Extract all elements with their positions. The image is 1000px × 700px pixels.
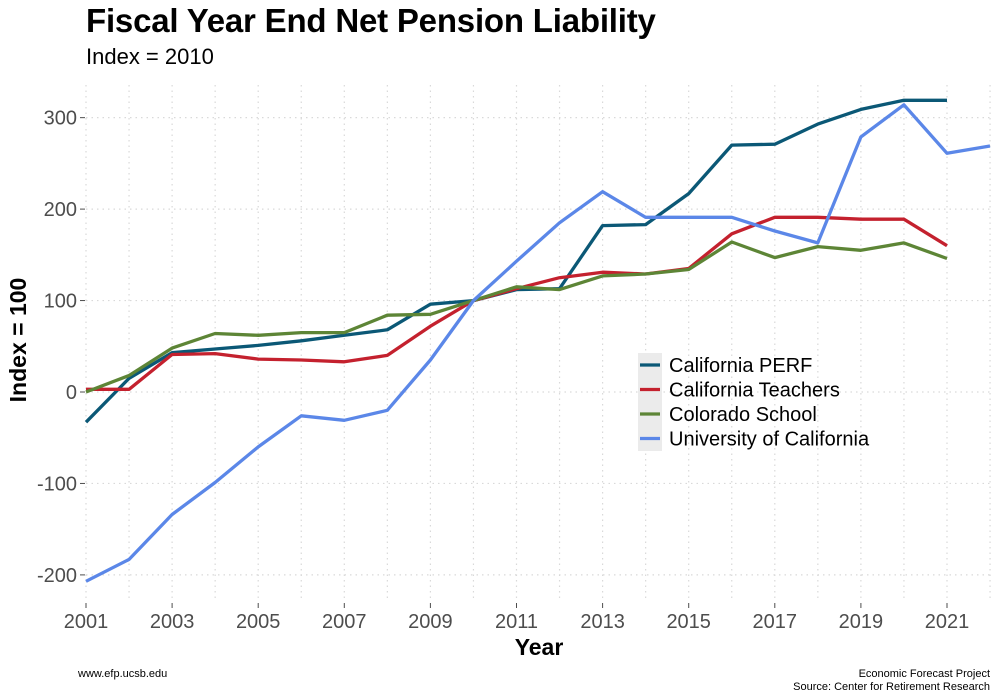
legend-label-colorado-school: Colorado School bbox=[669, 404, 817, 426]
grid bbox=[85, 85, 991, 600]
series-line-california-teachers bbox=[86, 215, 948, 391]
legend-label-california-teachers: California Teachers bbox=[669, 380, 840, 402]
x-axis: 2001 2003 2005 2007 2009 2011 2013 2015 2017 2019… bbox=[64, 603, 970, 633]
y-tick-label: 100 bbox=[44, 291, 77, 313]
x-tick-label: 2007 bbox=[322, 611, 367, 633]
x-tick-label: 2003 bbox=[150, 611, 195, 633]
series-lines bbox=[84, 98, 991, 583]
series-line-colorado-school bbox=[85, 240, 948, 394]
y-tick-label: 0 bbox=[66, 382, 77, 404]
x-tick-label: 2005 bbox=[236, 611, 281, 633]
y-axis: -200 -100 0 100 200 300 bbox=[37, 108, 85, 587]
footer-source: Economic Forecast Project Source: Center… bbox=[793, 668, 990, 694]
x-tick-label: 2001 bbox=[64, 611, 109, 633]
legend-label-california-perf: California PERF bbox=[669, 355, 812, 377]
y-tick-label: -100 bbox=[37, 473, 77, 495]
x-tick-label: 2017 bbox=[753, 611, 798, 633]
footer-org: Economic Forecast Project bbox=[858, 668, 990, 680]
y-tick-label: 300 bbox=[44, 108, 77, 130]
legend-label-university-of-california: University of California bbox=[669, 429, 870, 451]
x-tick-label: 2021 bbox=[925, 611, 970, 633]
y-tick-label: 200 bbox=[44, 199, 77, 221]
chart-subtitle: Index = 2010 bbox=[86, 44, 214, 69]
chart-title: Fiscal Year End Net Pension Liability bbox=[86, 2, 656, 39]
x-tick-label: 2019 bbox=[839, 611, 884, 633]
x-axis-title: Year bbox=[515, 634, 564, 660]
footer-source-text: Source: Center for Retirement Research bbox=[793, 681, 990, 693]
footer-website: www.efp.ucsb.edu bbox=[78, 668, 168, 680]
x-tick-label: 2011 bbox=[495, 611, 538, 633]
y-axis-title: Index = 100 bbox=[5, 278, 31, 403]
legend: California PERF California TeachersColora… bbox=[638, 353, 870, 451]
series-line-university-of-california bbox=[85, 103, 991, 583]
x-tick-label: 2009 bbox=[408, 611, 453, 633]
x-tick-label: 2015 bbox=[666, 611, 711, 633]
y-tick-label: -200 bbox=[37, 565, 77, 587]
x-tick-label: 2013 bbox=[580, 611, 625, 633]
